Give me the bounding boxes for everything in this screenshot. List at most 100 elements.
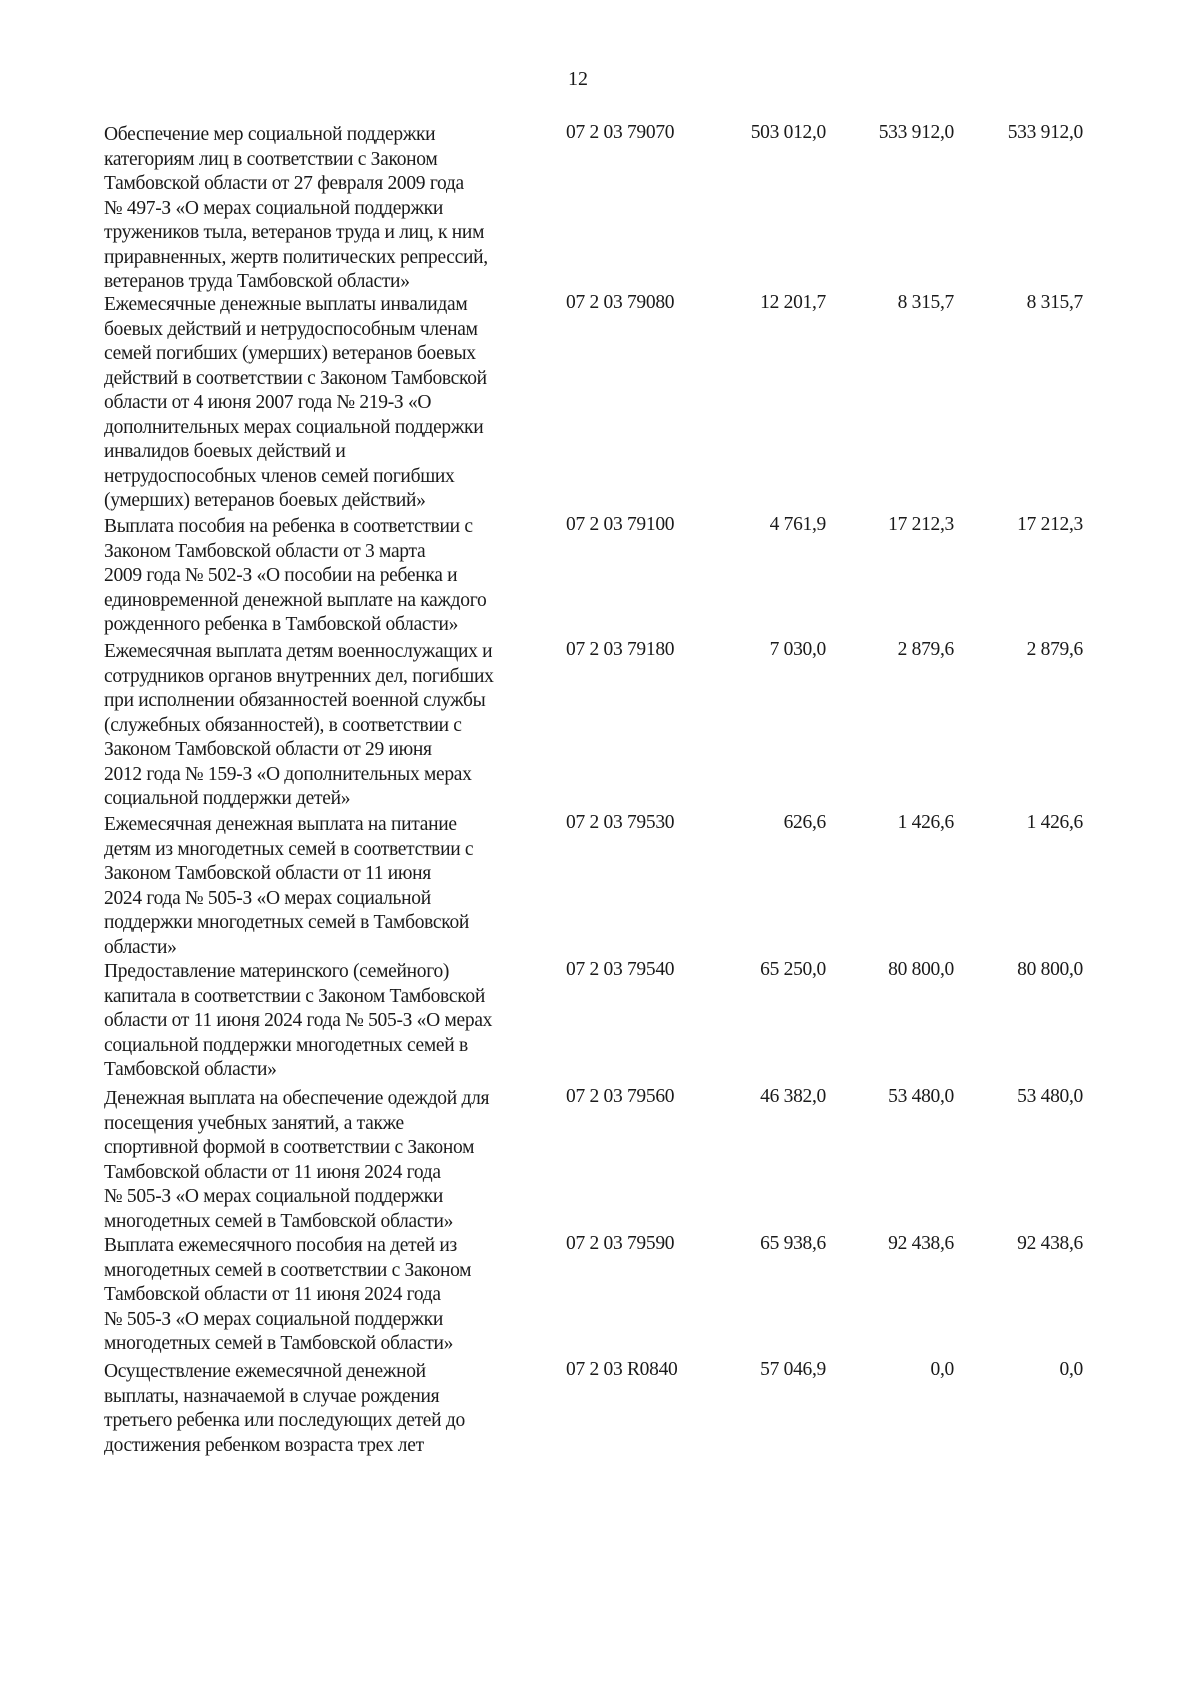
description-line: детям из многодетных семей в соответстви… <box>104 838 474 860</box>
description-line: выплаты, назначаемой в случае рождения <box>104 1385 440 1407</box>
description-line: Обеспечение мер социальной поддержки <box>104 124 436 145</box>
description-line: приравненных, жертв политических репресс… <box>104 246 488 268</box>
amount-year-1: 7 030,0 <box>769 639 827 660</box>
row-description: Ежемесячная денежная выплата на питание д… <box>104 813 564 960</box>
description-line: Ежемесячная денежная выплата на питание <box>104 814 457 835</box>
description-line: действий в соответствии с Законом Тамбов… <box>104 367 487 389</box>
description-line: при исполнении обязанностей военной служ… <box>104 690 486 711</box>
description-line: сотрудников органов внутренних дел, поги… <box>104 665 494 687</box>
amount-year-1: 4 761,9 <box>769 514 827 535</box>
row-description: Ежемесячные денежные выплаты инвалидам бо… <box>104 293 564 514</box>
amount-year-2: 0,0 <box>930 1359 955 1380</box>
description-line: многодетных семей в Тамбовской области» <box>104 1333 454 1354</box>
description-line: посещения учебных занятий, а также <box>104 1112 404 1134</box>
budget-code: 07 2 03 79070 <box>566 122 675 143</box>
budget-code: 07 2 03 79560 <box>566 1086 675 1107</box>
description-line: (служебных обязанностей), в соответствии… <box>104 714 462 736</box>
budget-code: 07 2 03 79590 <box>566 1233 675 1254</box>
description-line: № 505-З «О мерах социальной поддержки <box>104 1186 443 1207</box>
amount-year-3: 0,0 <box>1059 1359 1084 1380</box>
description-line: Предоставление материнского (семейного) <box>104 961 450 982</box>
description-line: Законом Тамбовской области от 29 июня <box>104 739 432 760</box>
description-line: Выплата пособия на ребенка в соответстви… <box>104 516 473 537</box>
description-line: Ежемесячная выплата детям военнослужащих… <box>104 641 493 662</box>
description-line: социальной поддержки детей» <box>104 788 351 809</box>
amount-year-1: 57 046,9 <box>760 1359 826 1380</box>
amount-year-3: 80 800,0 <box>1017 959 1083 980</box>
description-line: семей погибших (умерших) ветеранов боевы… <box>104 343 476 364</box>
amount-year-1: 65 250,0 <box>760 959 826 980</box>
amount-year-1: 12 201,7 <box>760 292 826 313</box>
description-line: тружеников тыла, ветеранов труда и лиц, … <box>104 222 485 243</box>
description-line: Законом Тамбовской области от 11 июня <box>104 863 431 884</box>
amount-year-1: 65 938,6 <box>760 1233 826 1254</box>
row-description: Ежемесячная выплата детям военнослужащих… <box>104 640 564 812</box>
amount-year-2: 1 426,6 <box>897 812 955 833</box>
description-line: (умерших) ветеранов боевых действий» <box>104 490 426 511</box>
description-line: Тамбовской области от 11 июня 2024 года <box>104 1284 441 1305</box>
amount-year-1: 503 012,0 <box>750 122 827 143</box>
description-line: спортивной формой в соответствии с Закон… <box>104 1137 475 1158</box>
description-line: дополнительных мерах социальной поддержк… <box>104 416 484 438</box>
row-description: Осуществление ежемесячной денежной выплат… <box>104 1360 564 1458</box>
description-line: рожденного ребенка в Тамбовской области» <box>104 614 459 635</box>
amount-year-2: 533 912,0 <box>878 122 955 143</box>
row-description: Обеспечение мер социальной поддержки кате… <box>104 123 564 295</box>
row-description: Предоставление материнского (семейного) к… <box>104 960 564 1083</box>
description-line: капитала в соответствии с Законом Тамбов… <box>104 985 485 1007</box>
budget-code: 07 2 03 79080 <box>566 292 675 313</box>
description-line: третьего ребенка или последующих детей д… <box>104 1410 465 1431</box>
description-line: № 497-З «О мерах социальной поддержки <box>104 197 443 219</box>
amount-year-3: 53 480,0 <box>1017 1086 1083 1107</box>
amount-year-3: 8 315,7 <box>1026 292 1084 313</box>
description-line: достижения ребенком возраста трех лет <box>104 1434 424 1456</box>
description-line: нетрудоспособных членов семей погибших <box>104 465 455 487</box>
description-line: Ежемесячные денежные выплаты инвалидам <box>104 294 468 315</box>
row-description: Денежная выплата на обеспечение одеждой … <box>104 1087 564 1234</box>
description-line: Выплата ежемесячного пособия на детей из <box>104 1235 457 1256</box>
description-line: Тамбовской области от 11 июня 2024 года <box>104 1161 441 1183</box>
page-number: 12 <box>568 68 588 90</box>
amount-year-2: 80 800,0 <box>888 959 954 980</box>
description-line: единовременной денежной выплате на каждо… <box>104 589 487 611</box>
amount-year-3: 2 879,6 <box>1026 639 1084 660</box>
description-line: области от 11 июня 2024 года № 505-З «О … <box>104 1010 493 1031</box>
amount-year-3: 92 438,6 <box>1017 1233 1083 1254</box>
description-line: Законом Тамбовской области от 3 марта <box>104 540 426 562</box>
amount-year-2: 2 879,6 <box>897 639 955 660</box>
description-line: Осуществление ежемесячной денежной <box>104 1361 426 1382</box>
description-line: 2012 года № 159-З «О дополнительных мера… <box>104 763 472 785</box>
description-line: области от 4 июня 2007 года № 219-З «О <box>104 392 432 413</box>
budget-code: 07 2 03 79540 <box>566 959 675 980</box>
amount-year-1: 626,6 <box>783 812 827 833</box>
description-line: Тамбовской области» <box>104 1059 277 1080</box>
description-line: социальной поддержки многодетных семей в <box>104 1034 468 1056</box>
description-line: 2009 года № 502-З «О пособии на ребенка … <box>104 565 458 586</box>
description-line: Тамбовской области от 27 февраля 2009 го… <box>104 173 464 194</box>
description-line: категориям лиц в соответствии с Законом <box>104 148 438 170</box>
budget-code: 07 2 03 R0840 <box>566 1359 678 1380</box>
description-line: 2024 года № 505-З «О мерах социальной <box>104 887 431 909</box>
amount-year-1: 46 382,0 <box>760 1086 826 1107</box>
amount-year-3: 1 426,6 <box>1026 812 1084 833</box>
description-line: Денежная выплата на обеспечение одеждой … <box>104 1088 490 1109</box>
description-line: области» <box>104 936 177 958</box>
amount-year-2: 17 212,3 <box>888 514 954 535</box>
budget-code: 07 2 03 79100 <box>566 514 675 535</box>
description-line: боевых действий и нетрудоспособным члена… <box>104 318 478 340</box>
amount-year-3: 533 912,0 <box>1007 122 1084 143</box>
amount-year-2: 8 315,7 <box>897 292 955 313</box>
amount-year-2: 53 480,0 <box>888 1086 954 1107</box>
amount-year-2: 92 438,6 <box>888 1233 954 1254</box>
row-description: Выплата пособия на ребенка в соответстви… <box>104 515 564 638</box>
description-line: № 505-З «О мерах социальной поддержки <box>104 1308 443 1330</box>
description-line: поддержки многодетных семей в Тамбовской <box>104 912 470 933</box>
amount-year-3: 17 212,3 <box>1017 514 1083 535</box>
description-line: ветеранов труда Тамбовской области» <box>104 271 410 292</box>
row-description: Выплата ежемесячного пособия на детей из… <box>104 1234 564 1357</box>
budget-code: 07 2 03 79180 <box>566 639 675 660</box>
description-line: многодетных семей в Тамбовской области» <box>104 1210 454 1232</box>
description-line: инвалидов боевых действий и <box>104 441 346 462</box>
budget-code: 07 2 03 79530 <box>566 812 675 833</box>
description-line: многодетных семей в соответствии с Закон… <box>104 1259 472 1281</box>
